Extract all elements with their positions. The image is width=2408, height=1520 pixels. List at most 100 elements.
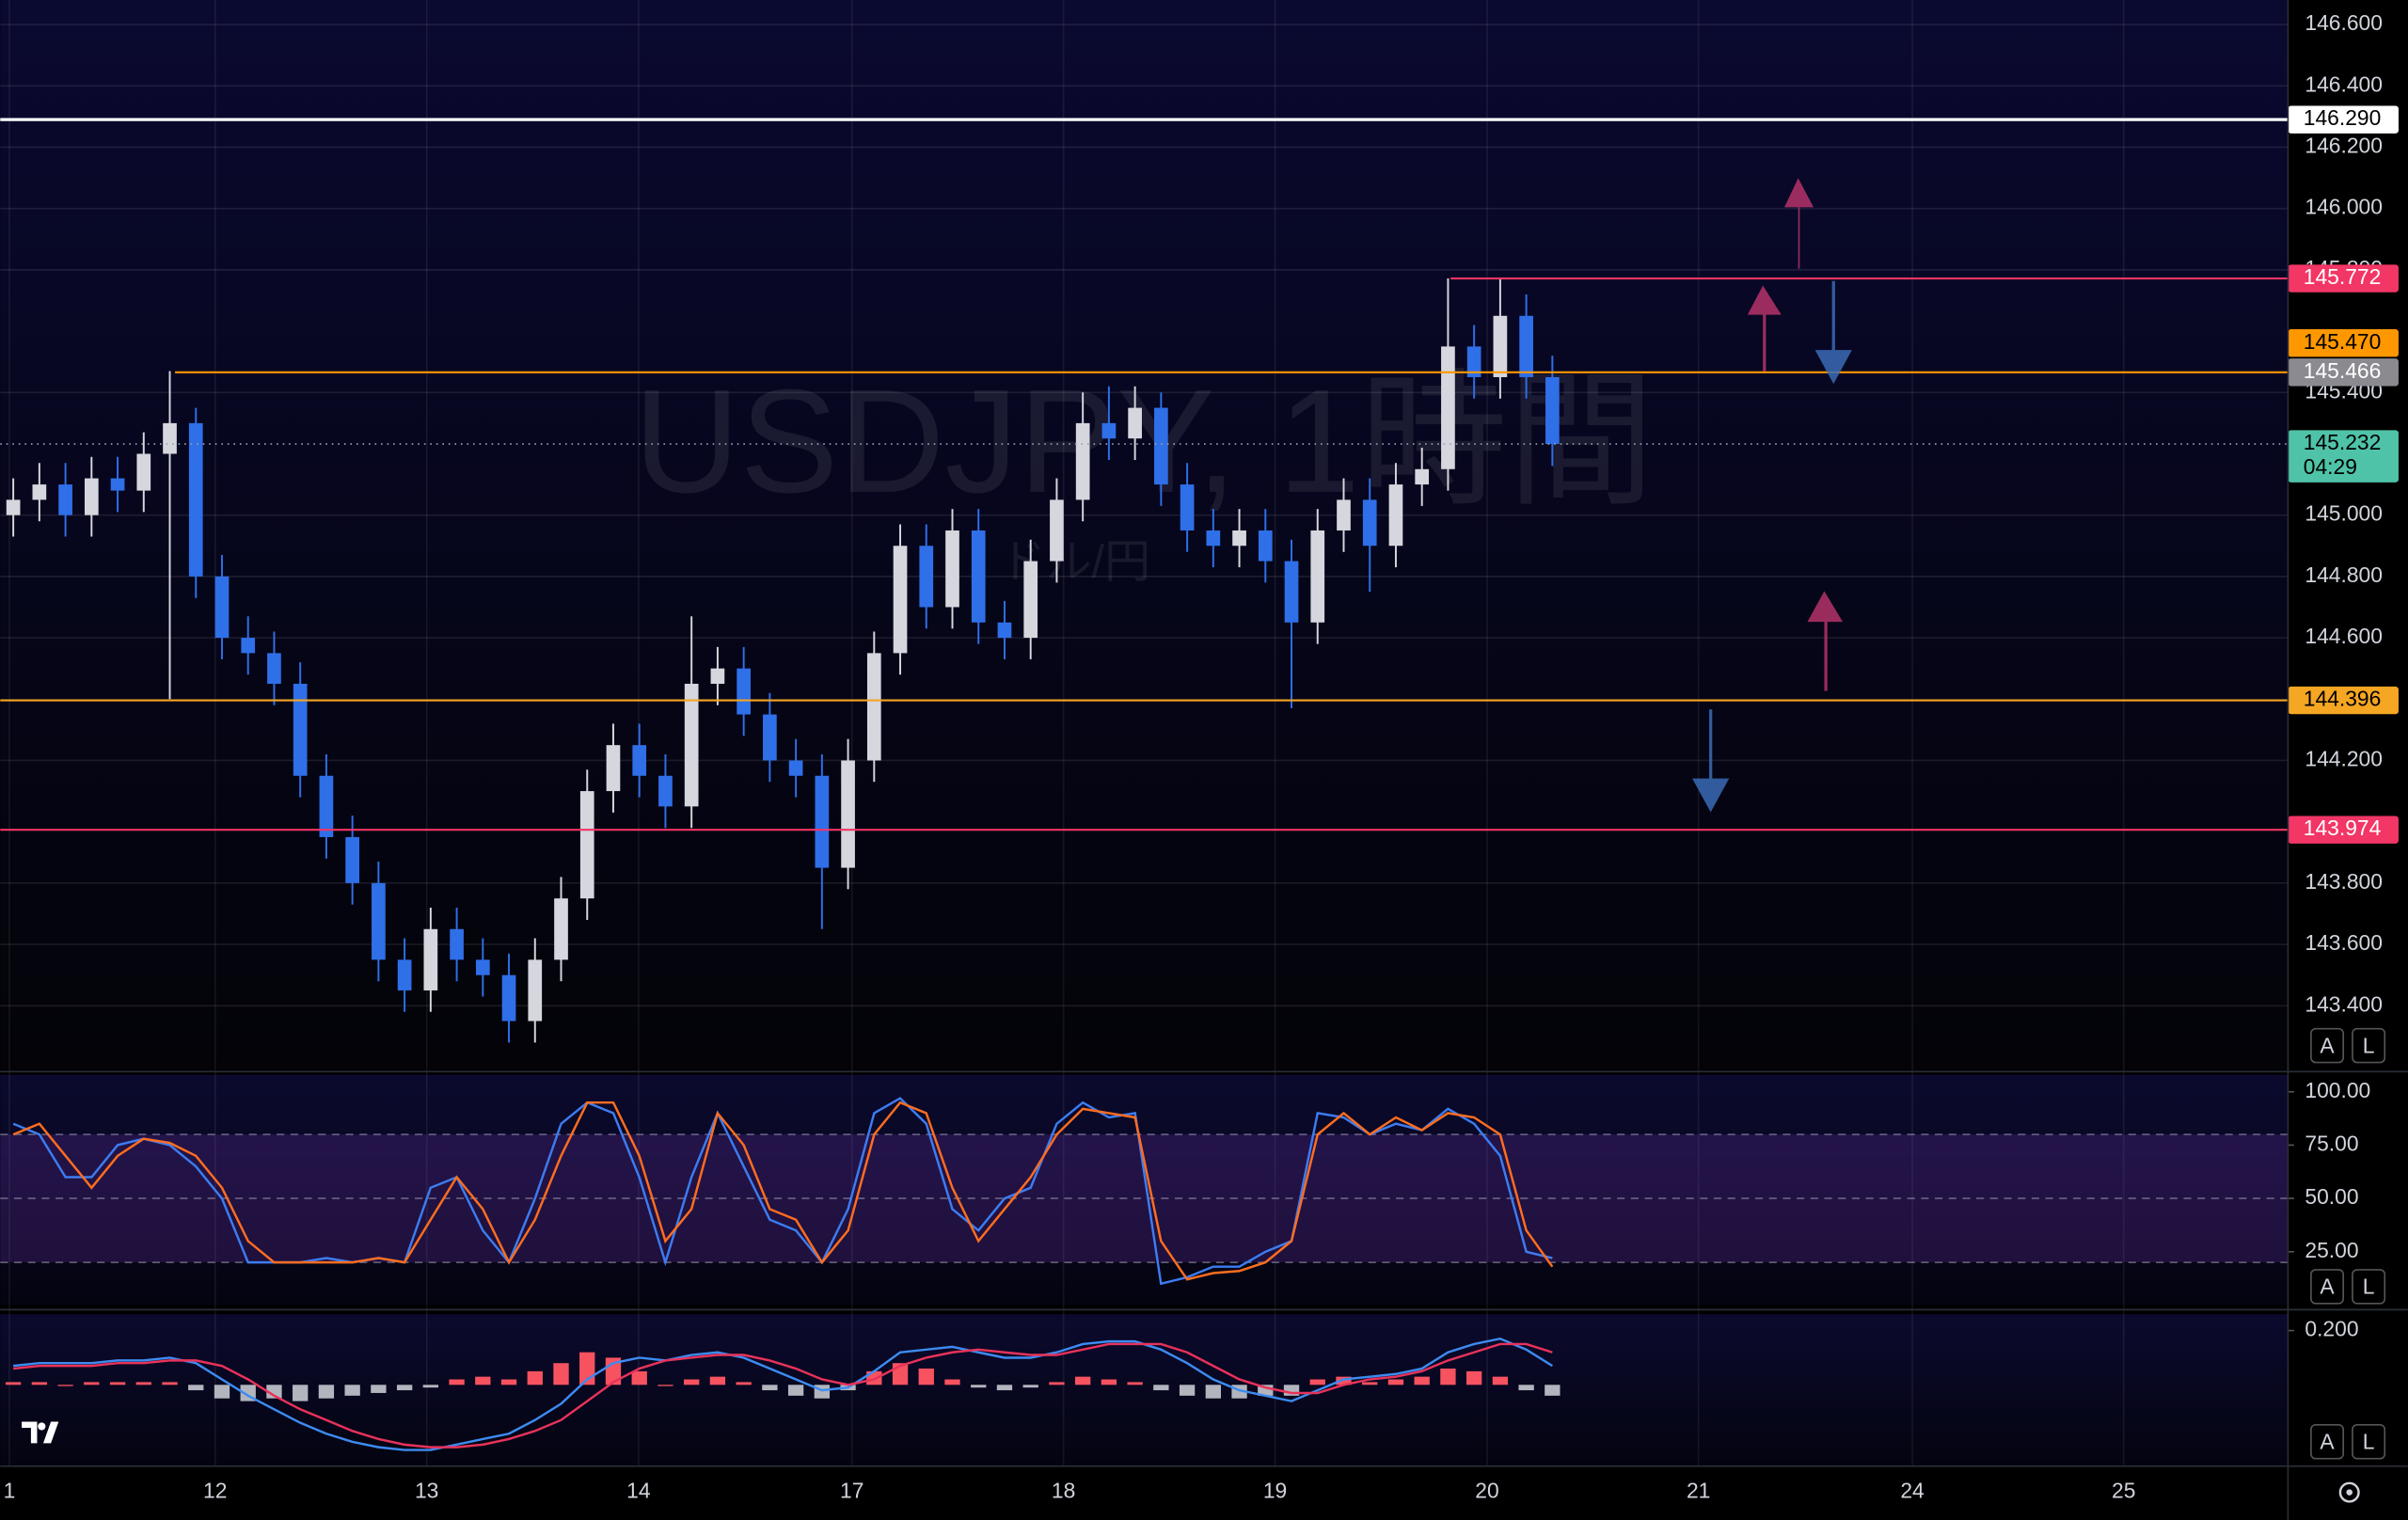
x-tick-label: 1 [4,1479,16,1503]
candle-body [372,882,386,960]
candle-body [606,745,621,792]
y-tick-label: 50.00 [2305,1184,2358,1209]
candle-body [110,478,125,491]
arrow-up [1784,178,1814,269]
histogram-bar [1440,1368,1456,1385]
x-tick-label: 25 [2112,1479,2135,1503]
candle-body [1075,422,1090,500]
price-label-box [2288,815,2399,844]
price-label-text: 145.470 [2304,329,2382,354]
histogram-bar [1414,1376,1430,1385]
y-tick-label: 144.600 [2305,624,2383,648]
scale-button[interactable] [2310,1027,2344,1064]
histogram-bar [500,1379,517,1385]
y-tick-label: 146.400 [2305,71,2383,96]
candle-body [710,668,725,684]
y-tick-label: 146.200 [2305,134,2383,158]
x-tick-label: 13 [415,1479,438,1503]
candle-body [345,836,359,883]
histogram-bar [188,1385,204,1391]
scale-button[interactable] [2352,1027,2386,1064]
scale-button-label[interactable]: A [2320,1429,2335,1453]
candle-body [1206,530,1221,546]
histogram-bar [944,1379,960,1385]
candle-body [6,499,21,515]
price-label-box [2288,358,2399,387]
y-tick-label: 146.000 [2305,195,2383,219]
scale-button-label[interactable]: L [2363,1275,2375,1299]
x-tick-label: 14 [626,1479,651,1503]
y-tick-label: 144.800 [2305,562,2383,587]
scale-button-label[interactable]: L [2363,1033,2375,1057]
macd-pane [0,1314,2289,1466]
stoch-pane [0,1074,2289,1306]
histogram-bar [266,1385,282,1399]
price-label-text: 144.396 [2304,687,2382,711]
y-tick-label: 100.00 [2305,1078,2370,1102]
histogram-bar [1075,1376,1091,1385]
price-label-text: 145.772 [2304,264,2382,289]
scale-button-label[interactable]: L [2363,1429,2375,1453]
y-tick-label: 144.200 [2305,747,2383,771]
arrow-down [1692,709,1730,813]
histogram-bar [1518,1385,1534,1391]
candle-body [815,775,830,868]
candle-body [1388,484,1403,546]
candle-body [1180,484,1195,530]
candle-body [919,546,934,608]
candle-body [188,422,203,577]
histogram-bar [396,1385,413,1391]
y-tick-label: 143.800 [2305,869,2383,894]
candle-body [658,775,673,807]
watermark-subtitle: ドル/円 [1000,537,1150,588]
candle-body [737,668,751,715]
histogram-bar [1258,1385,1274,1396]
price-label-text: 143.974 [2304,815,2382,840]
y-tick-label: 143.400 [2305,991,2383,1016]
scale-button-label[interactable]: A [2320,1275,2335,1299]
histogram-bar [162,1382,178,1385]
price-label-box [2288,329,2399,357]
histogram-bar [1362,1382,1378,1385]
price-label-text: 145.466 [2304,358,2382,383]
series-line [12,1100,1554,1281]
price-pane [0,0,2289,1070]
x-tick-label: 12 [203,1479,227,1503]
histogram-bar [371,1385,387,1393]
histogram-bar [1283,1385,1300,1396]
y-tick-label: 25.00 [2305,1238,2358,1262]
histogram-bar [1309,1379,1325,1385]
series-line [13,1337,1554,1451]
candle-body [1023,561,1038,639]
histogram-bar [5,1382,22,1385]
scale-button[interactable] [2310,1269,2344,1305]
candle-body [136,453,151,491]
scale-button[interactable] [2310,1423,2344,1460]
price-label-box [2288,686,2399,715]
scale-button-label[interactable]: A [2320,1033,2335,1057]
settings-icon[interactable] [2338,1481,2360,1503]
candle-body [1362,499,1377,546]
y-tick-label: 0.200 [2305,1317,2358,1341]
candle-body [423,928,438,990]
candle-body [267,653,281,684]
scale-button[interactable] [2352,1423,2386,1460]
candle-body [945,530,959,608]
candle-body [1128,407,1142,439]
candle-body [293,683,308,776]
candle-body [971,530,986,623]
candle-body [84,478,99,515]
candle-body [214,576,230,639]
histogram-bar [787,1385,804,1396]
candle-body [893,546,908,654]
candle-body [684,683,699,807]
candle-body [1441,346,1455,469]
scale-button[interactable] [2352,1269,2386,1305]
histogram-bar [1101,1379,1117,1385]
candle-body [1154,407,1168,485]
x-tick-label: 21 [1687,1479,1710,1503]
histogram-bar [918,1368,934,1385]
price-label-box [2288,105,2399,134]
histogram-bar [1127,1382,1143,1385]
